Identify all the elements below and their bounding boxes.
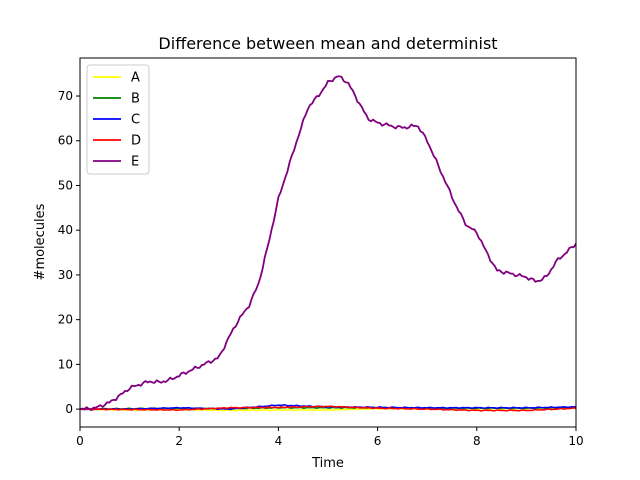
chart-title: Difference between mean and determinist — [158, 34, 497, 53]
y-tick-label: 0 — [65, 402, 73, 416]
y-axis: 0 10 20 30 40 50 60 70 — [58, 89, 80, 416]
axes-background — [80, 58, 576, 427]
y-tick-label: 50 — [58, 178, 73, 192]
series-line-E — [79, 75, 577, 412]
y-tick-label: 10 — [58, 357, 73, 371]
x-tick-label: 8 — [473, 434, 481, 448]
x-axis-label: Time — [311, 456, 344, 471]
plot-area — [80, 58, 576, 427]
y-axis-label: #molecules — [33, 203, 48, 280]
x-tick-label: 10 — [568, 434, 583, 448]
x-axis: 0 2 4 6 8 10 — [76, 427, 584, 448]
y-tick-label: 20 — [58, 313, 73, 327]
legend-entry-E: E — [131, 155, 139, 170]
x-tick-label: 0 — [76, 434, 84, 448]
y-tick-label: 40 — [58, 223, 73, 237]
series-line-D — [79, 405, 577, 412]
legend-entry-A: A — [131, 71, 140, 86]
x-tick-label: 2 — [175, 434, 183, 448]
y-tick-label: 30 — [58, 268, 73, 282]
legend-entry-B: B — [131, 92, 140, 107]
y-tick-label: 70 — [58, 89, 73, 103]
axes-frame — [79, 57, 577, 428]
y-tick-label: 60 — [58, 134, 73, 148]
x-tick-label: 6 — [374, 434, 382, 448]
series-layer — [79, 75, 577, 412]
legend-entry-C: C — [131, 113, 140, 128]
legend-entry-D: D — [131, 134, 141, 149]
x-tick-label: 4 — [275, 434, 283, 448]
